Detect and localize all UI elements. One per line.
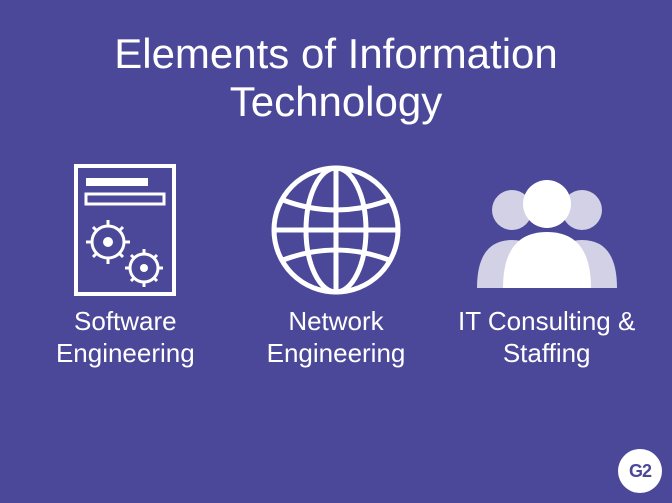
- page-title: Elements of Information Technology: [114, 30, 558, 127]
- item-label-consulting: IT Consulting & Staffing: [458, 305, 635, 370]
- g2-logo-text: G2: [629, 461, 651, 482]
- software-icon: [70, 155, 180, 305]
- people-group-icon: [467, 155, 627, 305]
- items-row: Software Engineering Network Engineering: [20, 155, 652, 370]
- g2-logo: G2: [618, 449, 662, 493]
- item-network: Network Engineering: [231, 155, 442, 370]
- globe-icon: [261, 155, 411, 305]
- item-consulting: IT Consulting & Staffing: [441, 155, 652, 370]
- item-label-network: Network Engineering: [267, 305, 406, 370]
- item-software: Software Engineering: [20, 155, 231, 370]
- infographic-canvas: Elements of Information Technology: [0, 0, 672, 503]
- item-label-software: Software Engineering: [56, 305, 195, 370]
